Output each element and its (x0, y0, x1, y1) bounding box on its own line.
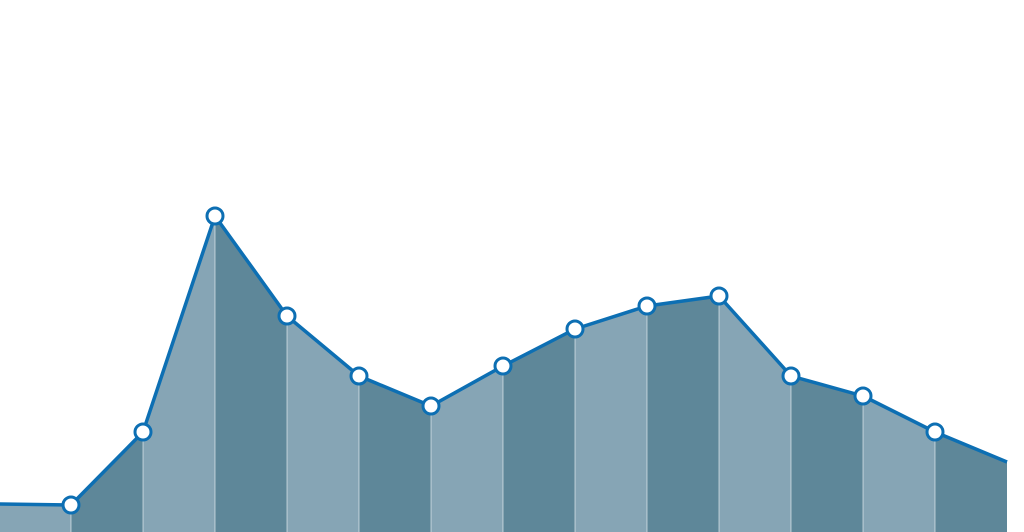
data-point-13[interactable] (925, 422, 945, 442)
data-point-2[interactable] (133, 422, 153, 442)
area-band-0 (0, 504, 71, 532)
data-point-3[interactable] (205, 206, 225, 226)
area-band-1 (71, 432, 143, 532)
area-band-13 (935, 432, 1007, 532)
data-point-8[interactable] (565, 319, 585, 339)
data-point-1[interactable] (61, 495, 81, 515)
data-point-4[interactable] (277, 306, 297, 326)
area-band-9 (647, 296, 719, 532)
data-point-6[interactable] (421, 396, 441, 416)
data-point-12[interactable] (853, 386, 873, 406)
data-point-10[interactable] (709, 286, 729, 306)
area-band-5 (359, 376, 431, 532)
area-band-4 (287, 316, 359, 532)
data-point-7[interactable] (493, 356, 513, 376)
area-band-8 (575, 306, 647, 532)
area-band-3 (215, 216, 287, 532)
area-band-7 (503, 329, 575, 532)
data-point-9[interactable] (637, 296, 657, 316)
area-band-11 (791, 376, 863, 532)
data-point-11[interactable] (781, 366, 801, 386)
area-band-6 (431, 366, 503, 532)
area-band-2 (143, 216, 215, 532)
area-band-12 (863, 396, 935, 532)
area-band-10 (719, 296, 791, 532)
data-point-5[interactable] (349, 366, 369, 386)
